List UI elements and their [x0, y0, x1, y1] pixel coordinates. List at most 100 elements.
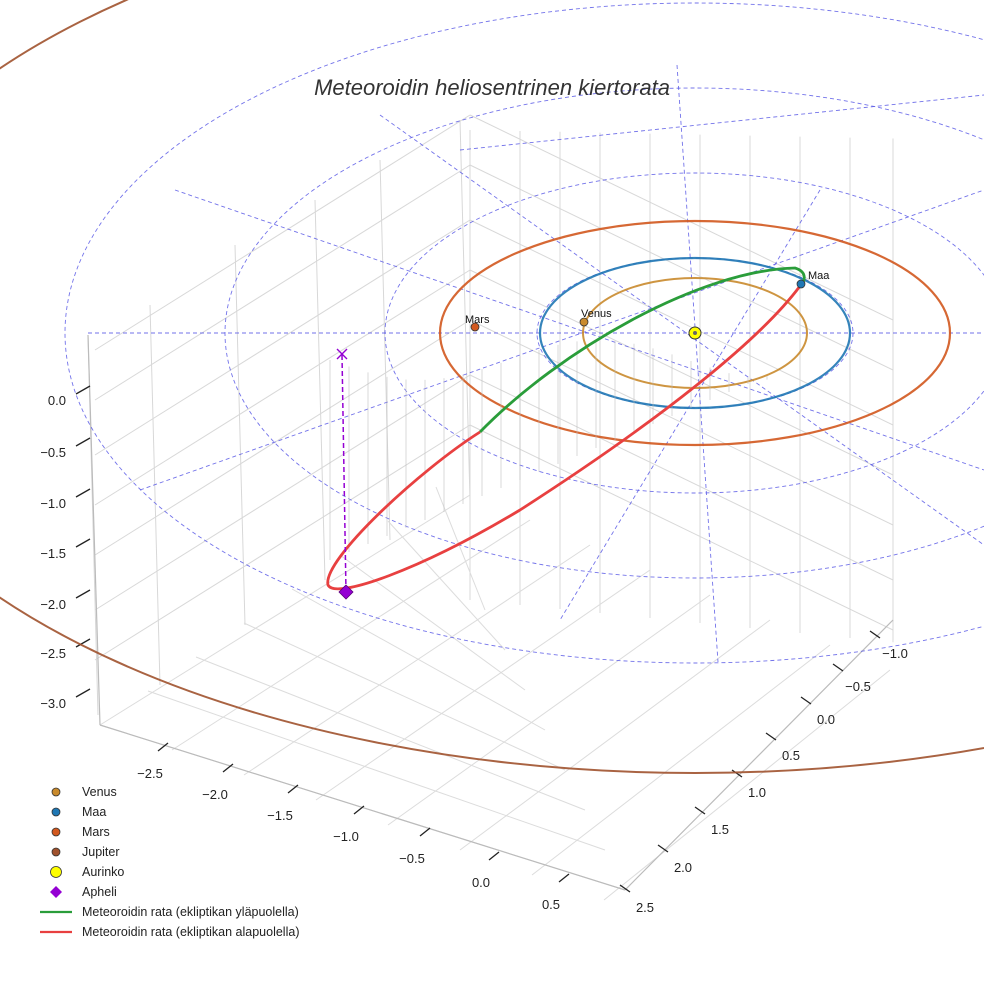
z-tick-label: −1.5	[40, 546, 66, 561]
grid-line	[94, 269, 471, 506]
z-tick-label: −2.0	[40, 597, 66, 612]
sun-center	[693, 331, 697, 335]
grid-line	[459, 619, 771, 851]
grid-line	[243, 622, 566, 771]
ecliptic-spoke	[676, 64, 719, 663]
y-tick-label: −0.5	[845, 679, 871, 694]
ecliptic-grid	[64, 2, 984, 664]
x-tick-label: 0.5	[542, 897, 560, 912]
y-tick-mark	[832, 663, 844, 672]
planet-maa	[796, 279, 806, 289]
grid-line	[387, 520, 506, 651]
legend-label: Aurinko	[82, 865, 124, 879]
y-tick-mark	[619, 884, 631, 893]
y-tick-mark	[694, 806, 706, 815]
y-tick-mark	[869, 630, 881, 639]
legend-label: Venus	[82, 785, 117, 799]
grid-line	[99, 494, 471, 726]
legend-label: Maa	[82, 805, 106, 819]
grid-line	[315, 569, 651, 801]
y-tick-label: −1.0	[882, 646, 908, 661]
aphelion-projection-marker	[336, 348, 348, 360]
grid-line	[469, 319, 894, 526]
axes: 0.0 −0.5 −1.0 −1.5 −2.0 −2.5 −3.0 −2.5 −2.0 −1.5 −…	[40, 334, 908, 915]
ecliptic-spoke	[139, 189, 984, 491]
meteoroid-orbit	[326, 266, 806, 591]
z-tick-label: −2.5	[40, 646, 66, 661]
orbit-segment-below	[326, 285, 802, 591]
legend: Venus Maa Mars Jupiter Aurinko Apheli Meteoroi…	[40, 785, 299, 939]
grid-line	[94, 164, 471, 401]
x-tick-label: −1.5	[267, 808, 293, 823]
chart-title: Meteoroidin heliosentrinen kiertorata	[314, 75, 670, 100]
grid-line	[469, 164, 894, 371]
orbit-maa	[538, 256, 852, 410]
legend-marker	[51, 787, 61, 797]
x-tick-label: −2.5	[137, 766, 163, 781]
legend-marker	[51, 827, 61, 837]
legend-marker	[50, 886, 62, 898]
markers: Venus Maa Mars	[336, 270, 830, 600]
grid-line	[94, 114, 471, 351]
orbit-segment-above	[478, 266, 806, 433]
planet-label-maa: Maa	[808, 270, 830, 282]
grid-line	[459, 119, 471, 501]
grid-line	[291, 588, 546, 731]
pane-grid	[87, 114, 894, 901]
x-tick-label: −2.0	[202, 787, 228, 802]
grid-line	[469, 269, 894, 476]
y-tick-label: 1.5	[711, 822, 729, 837]
grid-line	[171, 519, 531, 751]
z-tick-mark	[75, 385, 91, 395]
z-tick-label: 0.0	[48, 393, 66, 408]
y-axis-line	[624, 619, 894, 891]
z-tick-label: −0.5	[40, 445, 66, 460]
legend-label: Meteoroidin rata (ekliptikan alapuolella…	[82, 925, 299, 939]
legend-marker	[51, 807, 61, 817]
y-tick-mark	[800, 696, 812, 705]
planet-mars	[470, 322, 480, 332]
grid-line	[94, 374, 471, 611]
grid-line	[531, 644, 831, 876]
z-tick-mark	[75, 437, 91, 447]
planet-label-mars: Mars	[465, 314, 490, 326]
grid-line	[147, 690, 606, 851]
planet-orbits	[0, 0, 984, 774]
legend-label: Mars	[82, 825, 110, 839]
legend-label: Apheli	[82, 885, 117, 899]
legend-marker	[51, 847, 61, 857]
grid-line	[469, 219, 894, 426]
grid-line	[94, 219, 471, 456]
legend-label: Jupiter	[82, 845, 120, 859]
x-tick-label: 0.0	[472, 875, 490, 890]
ecliptic-spoke	[459, 94, 984, 151]
grid-line	[379, 159, 391, 541]
z-axis-line	[87, 334, 101, 726]
grid-line	[234, 244, 246, 626]
grid-line	[149, 304, 161, 686]
x-tick-mark	[488, 851, 500, 861]
y-tick-label: 0.0	[817, 712, 835, 727]
grid-line	[387, 594, 711, 826]
z-tick-label: −1.0	[40, 496, 66, 511]
z-tick-mark	[75, 538, 91, 548]
grid-line	[195, 656, 586, 811]
y-tick-label: 1.0	[748, 785, 766, 800]
grid-line	[435, 486, 486, 611]
x-tick-mark	[157, 742, 169, 752]
grid-line	[469, 114, 894, 321]
x-tick-mark	[287, 784, 299, 794]
orbit-jupiter	[0, 0, 984, 774]
aphelion-marker	[338, 584, 354, 600]
y-tick-mark	[657, 844, 669, 853]
x-tick-label: −0.5	[399, 851, 425, 866]
grid-line	[339, 554, 526, 691]
x-tick-mark	[419, 827, 431, 837]
grid-line	[243, 544, 591, 776]
x-tick-mark	[353, 805, 365, 815]
orbit-mars	[438, 219, 952, 447]
z-tick-label: −3.0	[40, 696, 66, 711]
y-tick-label: 2.5	[636, 900, 654, 915]
grid-line	[94, 319, 471, 556]
